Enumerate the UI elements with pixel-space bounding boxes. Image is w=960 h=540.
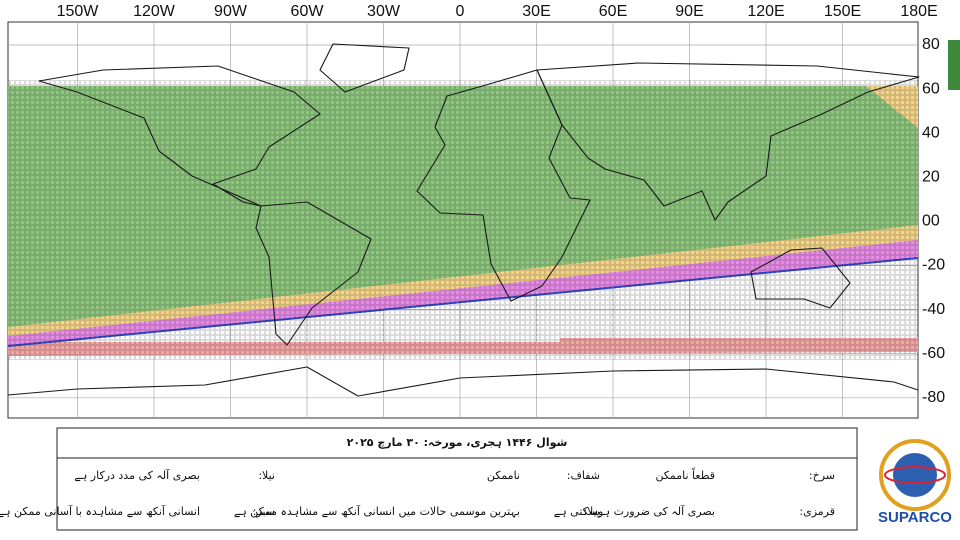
legend-desc: بہترین موسمی حالات میں انسانی آنکھ سے مش… [234, 504, 520, 518]
legend-desc: ناممکن [487, 469, 520, 482]
australia [750, 247, 851, 309]
legend-box [56, 427, 858, 531]
lon-label: 150W [57, 3, 100, 20]
antarctica [7, 366, 919, 397]
legend-desc: بصری آلہ کی مدد درکار ہے [74, 468, 200, 482]
axes: 150W 120W 90W 60W 30W 0 30E 60E 90E 120E 150E 180E 8… [57, 3, 946, 406]
legend-title: شوال ۱۴۴۶ ہجری، مورخہ: ۳۰ مارچ ۲۰۲۵ [347, 436, 568, 450]
lon-label: 0 [456, 3, 465, 20]
logo-name: SUPARCO [878, 509, 952, 526]
asia [536, 62, 920, 221]
lon-label: 90E [675, 3, 703, 20]
legend-desc: قطعاً ناممکن [655, 467, 715, 482]
legend-key: سبز: [253, 505, 275, 518]
grid-dots [8, 80, 918, 360]
lon-label: 30W [367, 3, 401, 20]
legend-desc: انسانی آنکھ سے مشاہدہ با آسانی ممکن ہے [0, 504, 200, 518]
lon-label: 30E [522, 3, 550, 20]
logo-globe [893, 453, 937, 497]
lat-label: -80 [922, 389, 945, 406]
lat-label: 40 [922, 124, 940, 141]
lon-label: 90W [214, 3, 248, 20]
lat-label: -60 [922, 345, 945, 362]
lat-label: -20 [922, 257, 945, 274]
lat-label: 60 [922, 80, 940, 97]
logo-orbit [884, 466, 946, 484]
legend-key: نیلا: [258, 469, 275, 482]
legend-key: قرمزی: [799, 505, 835, 518]
legend-key: سرخ: [809, 469, 835, 482]
europe-africa [416, 69, 591, 302]
lon-label: 120W [133, 3, 176, 20]
continents [7, 43, 920, 397]
lat-label: 80 [922, 36, 940, 53]
logo: SUPARCO [878, 439, 952, 526]
legend-desc: بصری آلہ کی ضرورت ہوسکتی ہے [554, 504, 715, 518]
south-america [255, 201, 372, 346]
lat-label: -40 [922, 301, 945, 318]
corner-tab [948, 40, 960, 90]
north-america [38, 65, 321, 207]
lon-label: 120E [747, 3, 784, 20]
greenland [319, 43, 410, 93]
legend: سرخ: قطعاً ناممکن شفاف: ناممکن نیلا: بصری آلہ… [0, 467, 835, 518]
legend-key: پیلا: [583, 505, 600, 518]
legend-key: شفاف: [567, 469, 600, 482]
lat-label: 20 [922, 169, 940, 186]
lon-label: 60W [291, 3, 325, 20]
visibility-zones [8, 80, 918, 360]
lon-label: 60E [599, 3, 627, 20]
lon-label: 180E [900, 3, 937, 20]
lon-label: 150E [824, 3, 861, 20]
lat-label: 00 [922, 213, 940, 230]
